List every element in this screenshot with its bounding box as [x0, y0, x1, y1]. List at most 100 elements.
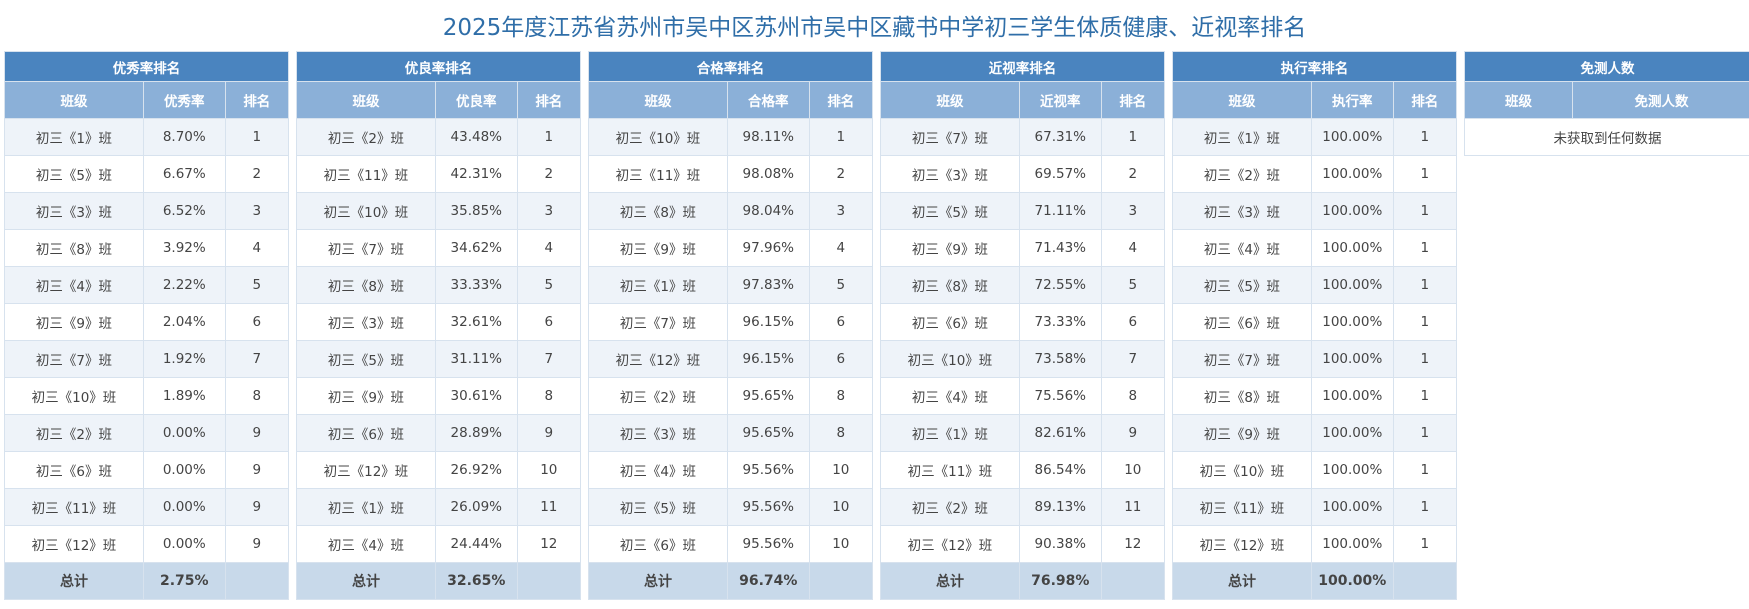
table-row: 初三《5》班 31.11% 7: [296, 340, 582, 378]
rate-cell: 2.22%: [142, 266, 226, 304]
rate-cell: 95.56%: [726, 525, 810, 563]
class-cell: 初三《2》班: [4, 414, 144, 452]
class-cell: 初三《4》班: [1172, 229, 1312, 267]
class-cell: 初三《2》班: [1172, 155, 1312, 193]
rate-cell: 97.83%: [726, 266, 810, 304]
rank-cell: 7: [516, 340, 582, 378]
table-row: 初三《10》班 98.11% 1: [588, 118, 874, 156]
total-label: 总计: [588, 562, 728, 600]
rate-cell: 1.89%: [142, 377, 226, 415]
rate-cell: 73.33%: [1018, 303, 1102, 341]
rank-cell: 8: [224, 377, 290, 415]
rank-cell: 5: [224, 266, 290, 304]
table-row: 初三《1》班 82.61% 9: [880, 414, 1166, 452]
class-cell: 初三《11》班: [1172, 488, 1312, 526]
rate-cell: 100.00%: [1310, 340, 1394, 378]
table-row: 初三《11》班 42.31% 2: [296, 155, 582, 193]
rank-cell: 1: [1392, 525, 1458, 563]
table-row: 初三《9》班 100.00% 1: [1172, 414, 1458, 452]
rank-cell: 1: [1392, 229, 1458, 267]
rank-cell: 10: [516, 451, 582, 489]
table-row: 初三《8》班 72.55% 5: [880, 266, 1166, 304]
rank-cell: 5: [808, 266, 874, 304]
rate-cell: 31.11%: [434, 340, 518, 378]
rank-cell: 9: [224, 414, 290, 452]
rank-cell: 6: [808, 340, 874, 378]
rank-cell: 8: [808, 414, 874, 452]
rank-cell: 4: [1100, 229, 1166, 267]
rate-cell: 96.15%: [726, 340, 810, 378]
total-row: 总计 100.00%: [1172, 562, 1458, 600]
rank-cell: 1: [1392, 118, 1458, 156]
rank-cell: 1: [1392, 192, 1458, 230]
rate-cell: 95.65%: [726, 377, 810, 415]
table-title: 优良率排名: [296, 51, 581, 82]
class-cell: 初三《10》班: [1172, 451, 1312, 489]
col-class-header: 班级: [4, 81, 144, 119]
table-row: 初三《2》班 100.00% 1: [1172, 155, 1458, 193]
rate-cell: 67.31%: [1018, 118, 1102, 156]
rate-cell: 71.43%: [1018, 229, 1102, 267]
rank-cell: 1: [516, 118, 582, 156]
table-row: 初三《10》班 35.85% 3: [296, 192, 582, 230]
rank-cell: 1: [1392, 377, 1458, 415]
rate-cell: 69.57%: [1018, 155, 1102, 193]
rate-cell: 0.00%: [142, 525, 226, 563]
class-cell: 初三《10》班: [4, 377, 144, 415]
class-cell: 初三《7》班: [588, 303, 728, 341]
rank-cell: 4: [808, 229, 874, 267]
rank-cell: 10: [808, 451, 874, 489]
rate-cell: 0.00%: [142, 451, 226, 489]
rank-cell: 1: [224, 118, 290, 156]
col-rate-header: 执行率: [1310, 81, 1394, 119]
table-row: 初三《2》班 95.65% 8: [588, 377, 874, 415]
table-row: 初三《10》班 73.58% 7: [880, 340, 1166, 378]
table-row: 初三《6》班 100.00% 1: [1172, 303, 1458, 341]
table-title: 合格率排名: [588, 51, 873, 82]
rate-cell: 82.61%: [1018, 414, 1102, 452]
rate-cell: 98.04%: [726, 192, 810, 230]
table-row: 初三《5》班 71.11% 3: [880, 192, 1166, 230]
table-row: 初三《12》班 96.15% 6: [588, 340, 874, 378]
rank-cell: 1: [1392, 488, 1458, 526]
rank-cell: 12: [1100, 525, 1166, 563]
total-rank: [1100, 562, 1166, 600]
class-cell: 初三《12》班: [296, 451, 436, 489]
class-cell: 初三《4》班: [880, 377, 1020, 415]
class-cell: 初三《5》班: [296, 340, 436, 378]
class-cell: 初三《8》班: [588, 192, 728, 230]
rate-cell: 73.58%: [1018, 340, 1102, 378]
class-cell: 初三《11》班: [880, 451, 1020, 489]
table-row: 初三《3》班 100.00% 1: [1172, 192, 1458, 230]
total-value: 2.75%: [142, 562, 226, 600]
rank-cell: 2: [224, 155, 290, 193]
table-row: 初三《12》班 90.38% 12: [880, 525, 1166, 563]
rate-cell: 100.00%: [1310, 229, 1394, 267]
col-class-header: 班级: [1172, 81, 1312, 119]
rate-cell: 33.33%: [434, 266, 518, 304]
rate-cell: 71.11%: [1018, 192, 1102, 230]
rank-cell: 6: [1100, 303, 1166, 341]
rank-cell: 10: [808, 525, 874, 563]
table-row: 初三《4》班 75.56% 8: [880, 377, 1166, 415]
table-row: 初三《8》班 100.00% 1: [1172, 377, 1458, 415]
class-cell: 初三《12》班: [1172, 525, 1312, 563]
rate-cell: 98.08%: [726, 155, 810, 193]
class-cell: 初三《9》班: [1172, 414, 1312, 452]
table-row: 初三《8》班 98.04% 3: [588, 192, 874, 230]
pass-rate-ranking-table: 合格率排名 班级 合格率 排名 初三《10》班 98.11% 1 初三《11》班 98.08% 2…: [588, 51, 874, 600]
rank-cell: 3: [516, 192, 582, 230]
total-row: 总计 32.65%: [296, 562, 582, 600]
table-row: 初三《11》班 98.08% 2: [588, 155, 874, 193]
class-cell: 初三《8》班: [1172, 377, 1312, 415]
class-cell: 初三《10》班: [880, 340, 1020, 378]
table-title: 近视率排名: [880, 51, 1165, 82]
table-row: 初三《11》班 100.00% 1: [1172, 488, 1458, 526]
table-row: 初三《2》班 89.13% 11: [880, 488, 1166, 526]
class-cell: 初三《6》班: [296, 414, 436, 452]
table-row: 初三《6》班 0.00% 9: [4, 451, 290, 489]
rate-cell: 34.62%: [434, 229, 518, 267]
total-rank: [516, 562, 582, 600]
table-row: 初三《12》班 100.00% 1: [1172, 525, 1458, 563]
rate-cell: 0.00%: [142, 488, 226, 526]
